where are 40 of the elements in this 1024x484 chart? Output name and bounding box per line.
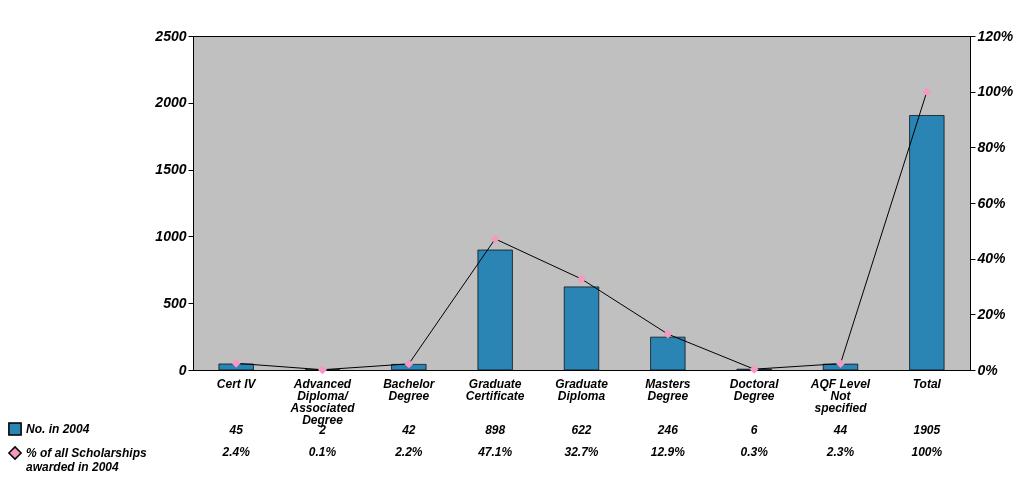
data-label: 12.9% xyxy=(650,445,686,459)
data-label: 898 xyxy=(485,423,506,437)
data-label: 45 xyxy=(228,423,244,437)
x-tick-label: Graduate Diploma xyxy=(555,376,609,403)
y-tick-label: 0 xyxy=(178,361,187,378)
data-label: 2.2% xyxy=(394,445,423,459)
x-tick-label: Bachelor Degree xyxy=(383,376,436,403)
data-label: 44 xyxy=(832,423,848,437)
data-label: 2.4% xyxy=(221,445,251,459)
x-tick-label: Graduate Certificate xyxy=(465,376,525,403)
data-label: 0.1% xyxy=(308,445,337,459)
y-tick-label: 2500 xyxy=(154,27,187,44)
y2-tick-label: 0% xyxy=(977,361,999,378)
y2-tick-label: 20% xyxy=(976,305,1007,322)
x-tick-label: Doctoral Degree xyxy=(729,376,780,403)
y-tick-label: 2000 xyxy=(154,94,187,111)
y-tick-label: 1000 xyxy=(155,227,187,244)
y-tick-label: 1500 xyxy=(155,161,187,178)
data-label: 622 xyxy=(571,423,592,437)
y2-tick-label: 60% xyxy=(977,194,1007,211)
data-label: 246 xyxy=(656,423,679,437)
y2-tick-label: 80% xyxy=(977,138,1007,155)
data-label: 6 xyxy=(750,423,758,437)
data-label: 0.3% xyxy=(740,445,769,459)
x-tick-label: AQF Level Not specified xyxy=(809,376,871,415)
x-tick-label: Total xyxy=(912,376,942,391)
y2-tick-label: 100% xyxy=(977,83,1014,100)
y-tick-label: 500 xyxy=(163,294,187,311)
y2-tick-label: 40% xyxy=(976,250,1007,267)
data-label: 100% xyxy=(911,445,943,459)
data-label: 1905 xyxy=(913,423,941,437)
data-label: 47.1% xyxy=(477,445,513,459)
data-label: 42 xyxy=(401,423,416,437)
data-label: 2.3% xyxy=(825,445,855,459)
legend-label: % of all Scholarships awarded in 2004 xyxy=(26,446,148,474)
y2-tick-label: 120% xyxy=(977,27,1014,44)
x-tick-label: Cert IV xyxy=(216,376,257,391)
data-label: 32.7% xyxy=(564,445,599,459)
x-tick-label: Masters Degree xyxy=(645,376,691,403)
legend-label: No. in 2004 xyxy=(26,422,90,436)
